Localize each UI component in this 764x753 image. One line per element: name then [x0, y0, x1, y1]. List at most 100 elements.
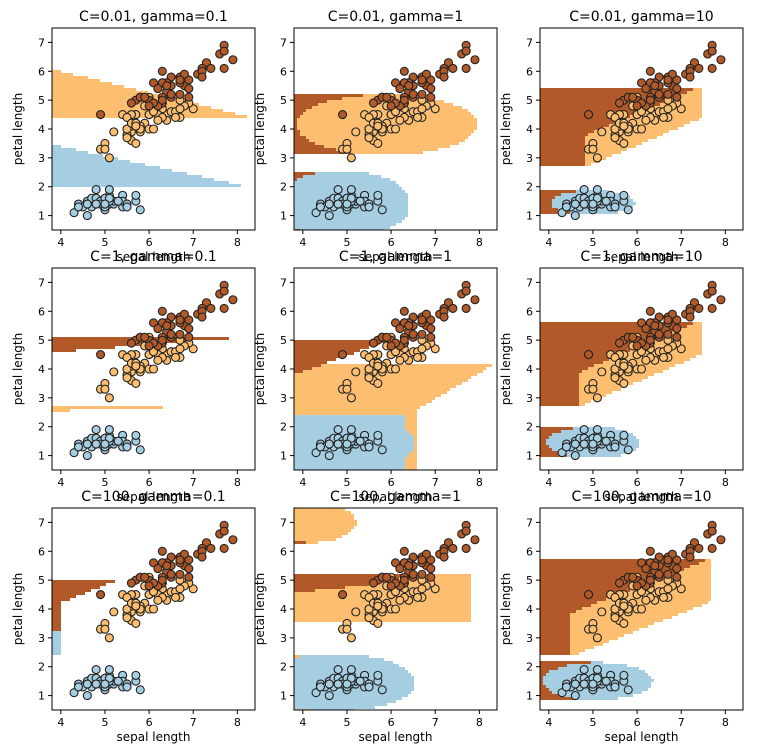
region-cell	[294, 223, 396, 226]
region-cell	[540, 94, 681, 97]
point-versicolor	[619, 121, 629, 131]
region-cell	[294, 619, 471, 622]
point-versicolor	[373, 601, 383, 611]
region-cell	[294, 358, 336, 361]
x-tick-label: 5	[101, 476, 108, 489]
point-setosa	[619, 670, 629, 680]
region-cell	[540, 130, 594, 133]
point-virginica	[707, 526, 717, 536]
point-versicolor	[641, 595, 651, 605]
x-tick-label: 6	[388, 476, 395, 489]
region-cell	[294, 595, 471, 598]
point-virginica	[694, 303, 704, 313]
region-cell	[540, 685, 546, 688]
region-cell	[609, 124, 684, 127]
x-axis-label: sepal length	[358, 730, 432, 744]
point-setosa	[104, 665, 114, 675]
y-tick-label: 1	[526, 690, 533, 703]
region-cell	[294, 406, 420, 409]
region-cell	[540, 676, 543, 679]
region-cell	[294, 508, 345, 511]
point-virginica	[140, 572, 150, 582]
region-cell	[540, 697, 576, 700]
point-virginica	[166, 329, 176, 339]
point-virginica	[583, 350, 594, 360]
point-setosa	[91, 425, 101, 435]
point-virginica	[641, 564, 651, 574]
region-cell	[540, 571, 675, 574]
point-setosa	[377, 685, 387, 695]
point-virginica	[672, 92, 682, 102]
point-virginica	[707, 543, 717, 553]
point-virginica	[707, 63, 717, 73]
y-tick-label: 4	[526, 603, 533, 616]
point-virginica	[426, 92, 436, 102]
point-setosa	[601, 676, 611, 686]
point-versicolor	[104, 153, 114, 163]
x-tick-label: 7	[190, 236, 197, 249]
region-cell	[294, 697, 402, 700]
point-versicolor	[610, 613, 620, 623]
point-setosa	[570, 691, 580, 701]
region-cell	[540, 205, 552, 208]
point-versicolor	[148, 124, 159, 134]
y-tick-label: 3	[526, 632, 533, 645]
region-cell	[540, 589, 630, 592]
point-virginica	[470, 535, 480, 545]
region-cell	[405, 427, 417, 430]
region-cell	[405, 421, 417, 424]
subplot-title: C=1, gamma=10	[580, 249, 702, 265]
region-cell	[52, 409, 70, 412]
region-cell	[303, 175, 381, 178]
region-cell	[52, 175, 202, 178]
region-cell	[294, 118, 297, 121]
point-virginica	[461, 63, 471, 73]
region-cell	[540, 442, 546, 445]
point-virginica	[663, 329, 673, 339]
point-versicolor	[417, 344, 427, 354]
point-versicolor	[131, 378, 141, 388]
point-virginica	[654, 329, 664, 339]
x-tick-label: 4	[545, 716, 552, 729]
region-cell	[540, 592, 621, 595]
region-cell	[540, 646, 570, 649]
region-cell	[681, 94, 702, 97]
point-setosa	[579, 439, 589, 449]
point-virginica	[228, 55, 238, 65]
region-cell	[693, 88, 702, 91]
y-tick-label: 2	[280, 661, 287, 674]
point-versicolor	[342, 144, 352, 154]
region-cell	[408, 430, 417, 433]
region-cell	[540, 628, 570, 631]
region-cell	[540, 358, 609, 361]
region-cell	[294, 541, 306, 544]
region-cell	[540, 667, 558, 670]
point-virginica	[470, 55, 480, 65]
region-cell	[567, 454, 621, 457]
region-cell	[540, 103, 660, 106]
point-virginica	[175, 315, 185, 325]
region-cell	[570, 646, 594, 649]
point-virginica	[386, 101, 396, 111]
region-cell	[294, 121, 297, 124]
point-virginica	[126, 578, 136, 588]
x-tick-label: 5	[589, 716, 596, 729]
point-setosa	[561, 682, 572, 692]
y-tick-label: 6	[526, 305, 533, 318]
region-cell	[540, 364, 594, 367]
point-setosa	[82, 691, 92, 701]
region-cell	[414, 448, 417, 451]
region-cell	[585, 148, 627, 151]
point-setosa	[342, 199, 352, 209]
region-cell	[540, 616, 570, 619]
point-virginica	[628, 572, 638, 582]
x-tick-label: 4	[545, 236, 552, 249]
y-tick-label: 7	[280, 516, 287, 529]
point-setosa	[592, 665, 602, 675]
point-versicolor	[390, 124, 401, 134]
region-cell	[579, 403, 585, 406]
y-axis-label: petal length	[499, 573, 513, 645]
x-tick-label: 7	[432, 716, 439, 729]
point-versicolor	[109, 127, 119, 137]
